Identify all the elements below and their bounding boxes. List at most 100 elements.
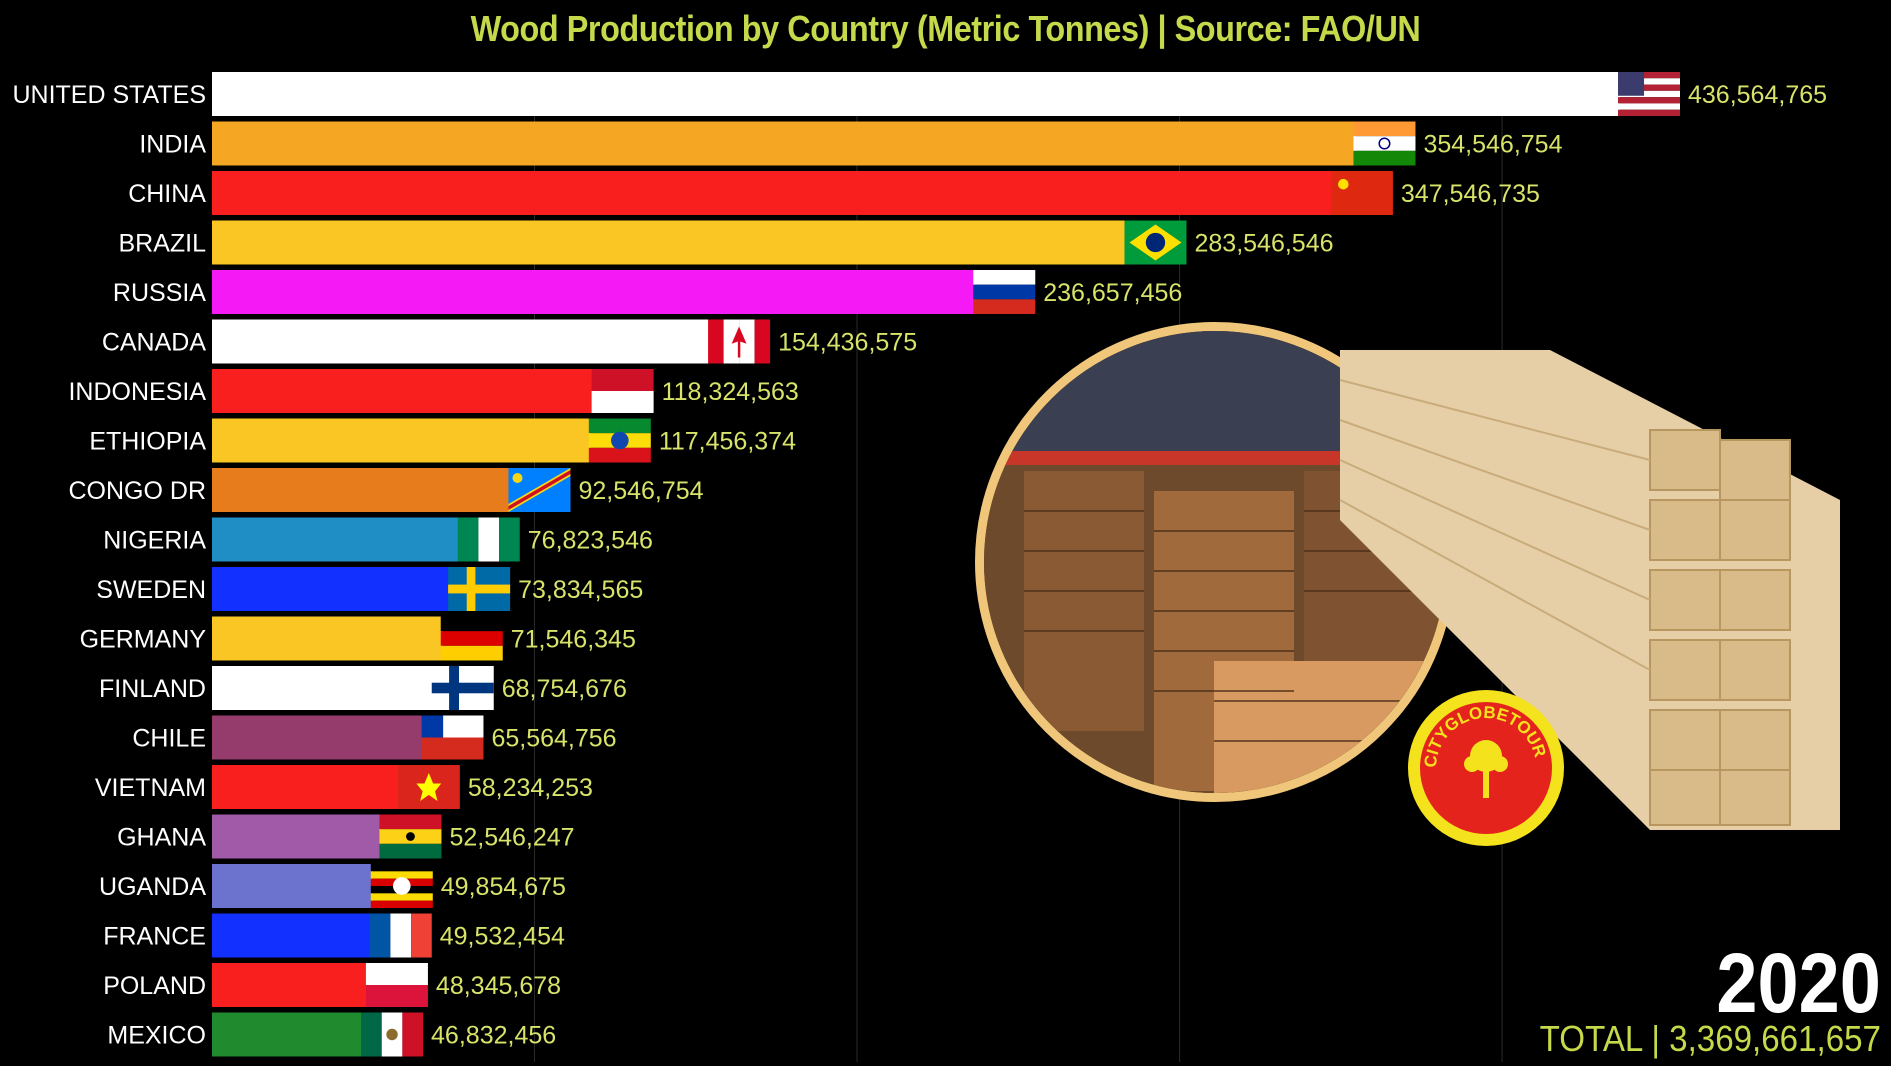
category-label: POLAND	[103, 972, 206, 1000]
ethiopia-flag-icon	[588, 418, 651, 463]
bar	[212, 913, 372, 958]
value-label: 49,854,675	[441, 873, 566, 901]
bar	[212, 270, 976, 314]
category-label: UNITED STATES	[12, 81, 206, 109]
lumber-stack-illustration	[1339, 350, 1840, 830]
bar-row: MEXICO 46,832,456	[107, 1012, 556, 1057]
germany-flag-icon	[440, 616, 503, 661]
category-label: FINLAND	[99, 675, 206, 703]
bar-row: SWEDEN 73,834,565	[96, 567, 643, 611]
bar	[212, 567, 451, 611]
bar-row: GERMANY 71,546,345	[80, 616, 636, 661]
bar	[212, 666, 434, 710]
bar-row: INDONESIA 118,324,563	[68, 369, 799, 413]
category-label: CANADA	[102, 329, 207, 357]
bar	[212, 616, 443, 661]
finland-flag-icon	[431, 666, 494, 710]
value-label: 154,436,575	[778, 329, 917, 357]
total-value: 3,369,661,657	[1669, 1018, 1881, 1059]
bars-group: UNITED STATES 436,564,765 INDIA 354,546,754…	[12, 72, 1827, 1057]
category-label: RUSSIA	[113, 279, 206, 307]
value-label: 49,532,454	[440, 923, 565, 951]
russia-flag-icon	[973, 270, 1036, 314]
bar-row: RUSSIA 236,657,456	[113, 270, 1182, 314]
canada-flag-icon	[708, 319, 771, 364]
congo-dr-flag-icon	[508, 468, 571, 512]
bar-row: UNITED STATES 436,564,765	[12, 72, 1827, 116]
value-label: 76,823,546	[528, 527, 653, 555]
bar	[212, 814, 382, 859]
value-label: 68,754,676	[502, 675, 627, 703]
chart-title: Wood Production by Country (Metric Tonne…	[470, 8, 1421, 49]
bar-row: GHANA 52,546,247	[117, 814, 575, 859]
value-label: 65,564,756	[491, 725, 616, 753]
mexico-flag-icon	[361, 1012, 424, 1057]
bar-row: VIETNAM 58,234,253	[95, 765, 593, 809]
bar	[212, 517, 460, 562]
chile-flag-icon	[421, 715, 484, 760]
bar-row: FRANCE 49,532,454	[103, 913, 565, 958]
bar-row: ETHIOPIA 117,456,374	[89, 418, 796, 463]
value-label: 48,345,678	[436, 972, 561, 1000]
bar	[212, 765, 400, 809]
bar-row: CHILE 65,564,756	[132, 715, 617, 760]
value-label: 236,657,456	[1043, 279, 1182, 307]
bar-row: UGANDA 49,854,675	[99, 864, 566, 908]
bar	[212, 121, 1356, 166]
category-label: CHILE	[132, 725, 206, 753]
value-label: 436,564,765	[1688, 81, 1827, 109]
bar	[212, 319, 711, 364]
indonesia-flag-icon	[591, 369, 654, 413]
bar	[212, 864, 373, 908]
category-label: ETHIOPIA	[89, 428, 206, 456]
value-label: 52,546,247	[449, 824, 574, 852]
year-label: 2020	[1716, 936, 1881, 1030]
bar	[212, 418, 591, 463]
bar	[212, 1012, 364, 1057]
category-label: GHANA	[117, 824, 206, 852]
category-label: VIETNAM	[95, 774, 206, 802]
category-label: INDIA	[139, 131, 206, 159]
value-label: 58,234,253	[468, 774, 593, 802]
total-separator: |	[1651, 1018, 1660, 1059]
value-label: 354,546,754	[1423, 131, 1562, 159]
bar	[212, 369, 594, 413]
vietnam-flag-icon	[397, 765, 460, 809]
sweden-flag-icon	[448, 567, 511, 611]
value-label: 92,546,754	[578, 477, 703, 505]
bar	[212, 72, 1620, 116]
category-label: FRANCE	[103, 923, 206, 951]
value-label: 117,456,374	[659, 428, 796, 456]
category-label: GERMANY	[80, 626, 207, 654]
value-label: 73,834,565	[518, 576, 643, 604]
china-flag-icon	[1330, 171, 1393, 215]
bar-row: CANADA 154,436,575	[102, 319, 917, 364]
value-label: 71,546,345	[511, 626, 636, 654]
bar	[212, 171, 1333, 215]
cityglobetour-logo: CITYGLOBETOUR	[1408, 690, 1564, 846]
india-flag-icon	[1353, 121, 1416, 166]
bar	[212, 963, 368, 1007]
total-prefix: TOTAL	[1539, 1018, 1643, 1059]
brazil-flag-icon	[1124, 220, 1187, 265]
bar-row: INDIA 354,546,754	[139, 121, 1563, 166]
value-label: 46,832,456	[431, 1022, 556, 1050]
bar-row: POLAND 48,345,678	[103, 963, 561, 1007]
poland-flag-icon	[365, 963, 428, 1007]
category-label: INDONESIA	[68, 378, 206, 406]
us-flag-icon	[1618, 72, 1680, 116]
nigeria-flag-icon	[457, 517, 520, 562]
category-label: UGANDA	[99, 873, 206, 901]
bar	[212, 220, 1127, 265]
bar-row: BRAZIL 283,546,546	[118, 220, 1334, 265]
bar-row: CHINA 347,546,735	[128, 171, 1540, 215]
category-label: CHINA	[128, 180, 206, 208]
value-label: 118,324,563	[662, 378, 799, 406]
bar-row: CONGO DR 92,546,754	[69, 468, 704, 512]
category-label: CONGO DR	[69, 477, 207, 505]
bar	[212, 468, 511, 512]
bar	[212, 715, 424, 760]
value-label: 347,546,735	[1401, 180, 1540, 208]
category-label: MEXICO	[107, 1022, 206, 1050]
